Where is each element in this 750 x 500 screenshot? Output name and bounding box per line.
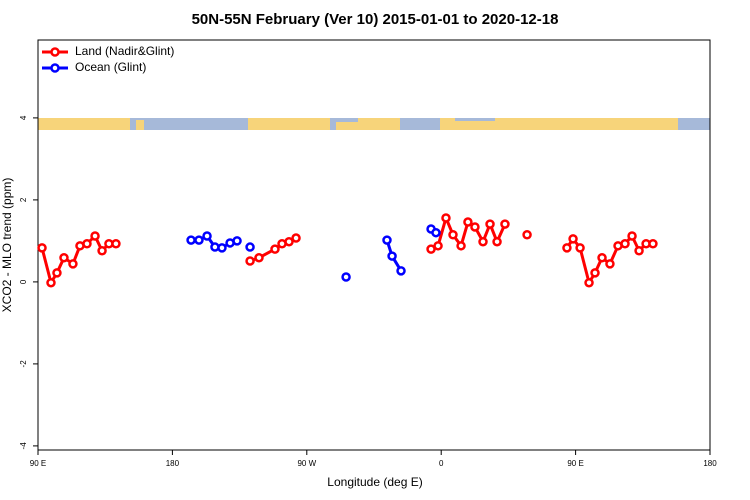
data-point bbox=[382, 235, 392, 245]
map-strip bbox=[38, 118, 710, 130]
x-tick-label: 90 W bbox=[297, 459, 316, 468]
data-point bbox=[396, 266, 406, 276]
data-point bbox=[620, 239, 630, 249]
data-point bbox=[68, 259, 78, 269]
data-point bbox=[584, 277, 594, 288]
data-point bbox=[463, 217, 473, 227]
data-point bbox=[194, 235, 204, 245]
data-point bbox=[433, 241, 443, 251]
data-point bbox=[202, 231, 212, 241]
x-tick-label: 180 bbox=[703, 459, 717, 468]
x-tick-label: 90 E bbox=[567, 459, 583, 468]
data-point bbox=[568, 234, 578, 244]
data-point bbox=[441, 213, 451, 223]
data-point bbox=[59, 252, 69, 263]
data-point bbox=[245, 242, 255, 252]
data-point bbox=[97, 245, 107, 256]
plot-frame bbox=[37, 39, 711, 451]
legend-label: Land (Nadir&Glint) bbox=[75, 44, 174, 58]
y-tick-label: 4 bbox=[19, 115, 28, 120]
data-point bbox=[562, 243, 572, 253]
x-tick-label: 90 E bbox=[30, 459, 46, 468]
data-point bbox=[232, 236, 242, 246]
y-axis-label: XCO2 - MLO trend (ppm) bbox=[0, 178, 14, 313]
legend-marker bbox=[50, 63, 60, 73]
y-tick-label: 0 bbox=[19, 279, 28, 284]
data-point bbox=[485, 219, 495, 229]
data-point bbox=[648, 239, 658, 249]
data-point bbox=[291, 233, 301, 243]
chart-title: 50N-55N February (Ver 10) 2015-01-01 to … bbox=[192, 11, 559, 28]
data-point bbox=[634, 245, 644, 256]
data-point bbox=[186, 235, 196, 245]
y-tick-label: 2 bbox=[19, 197, 28, 202]
y-tick-label: -4 bbox=[19, 442, 28, 450]
data-point bbox=[52, 268, 62, 278]
data-point bbox=[478, 236, 488, 247]
data-point bbox=[597, 252, 607, 263]
data-point bbox=[522, 230, 532, 240]
data-point bbox=[448, 230, 458, 240]
data-point bbox=[284, 236, 294, 247]
data-point bbox=[245, 256, 255, 266]
data-point bbox=[387, 251, 397, 261]
x-axis-label: Longitude (deg E) bbox=[327, 475, 422, 489]
data-point bbox=[90, 231, 100, 241]
x-tick-label: 180 bbox=[166, 459, 180, 468]
data-point bbox=[590, 268, 600, 278]
data-point bbox=[111, 239, 121, 249]
data-point bbox=[575, 243, 585, 253]
data-point bbox=[605, 259, 615, 269]
series-line bbox=[191, 227, 437, 272]
data-point bbox=[492, 236, 502, 247]
x-tick-label: 0 bbox=[439, 459, 444, 468]
data-point bbox=[500, 219, 510, 229]
data-point bbox=[627, 231, 637, 241]
data-point bbox=[46, 277, 56, 288]
data-point bbox=[456, 241, 466, 251]
data-point bbox=[217, 243, 227, 253]
data-point bbox=[82, 239, 92, 249]
data-point bbox=[426, 244, 436, 254]
y-tick-label: -2 bbox=[19, 360, 28, 368]
legend-label: Ocean (Glint) bbox=[75, 60, 146, 74]
legend-marker bbox=[50, 47, 60, 57]
data-point bbox=[431, 227, 441, 238]
data-point bbox=[470, 222, 480, 232]
data-point bbox=[270, 244, 280, 254]
data-point bbox=[254, 252, 264, 263]
data-point bbox=[37, 243, 47, 253]
data-point bbox=[341, 272, 351, 282]
